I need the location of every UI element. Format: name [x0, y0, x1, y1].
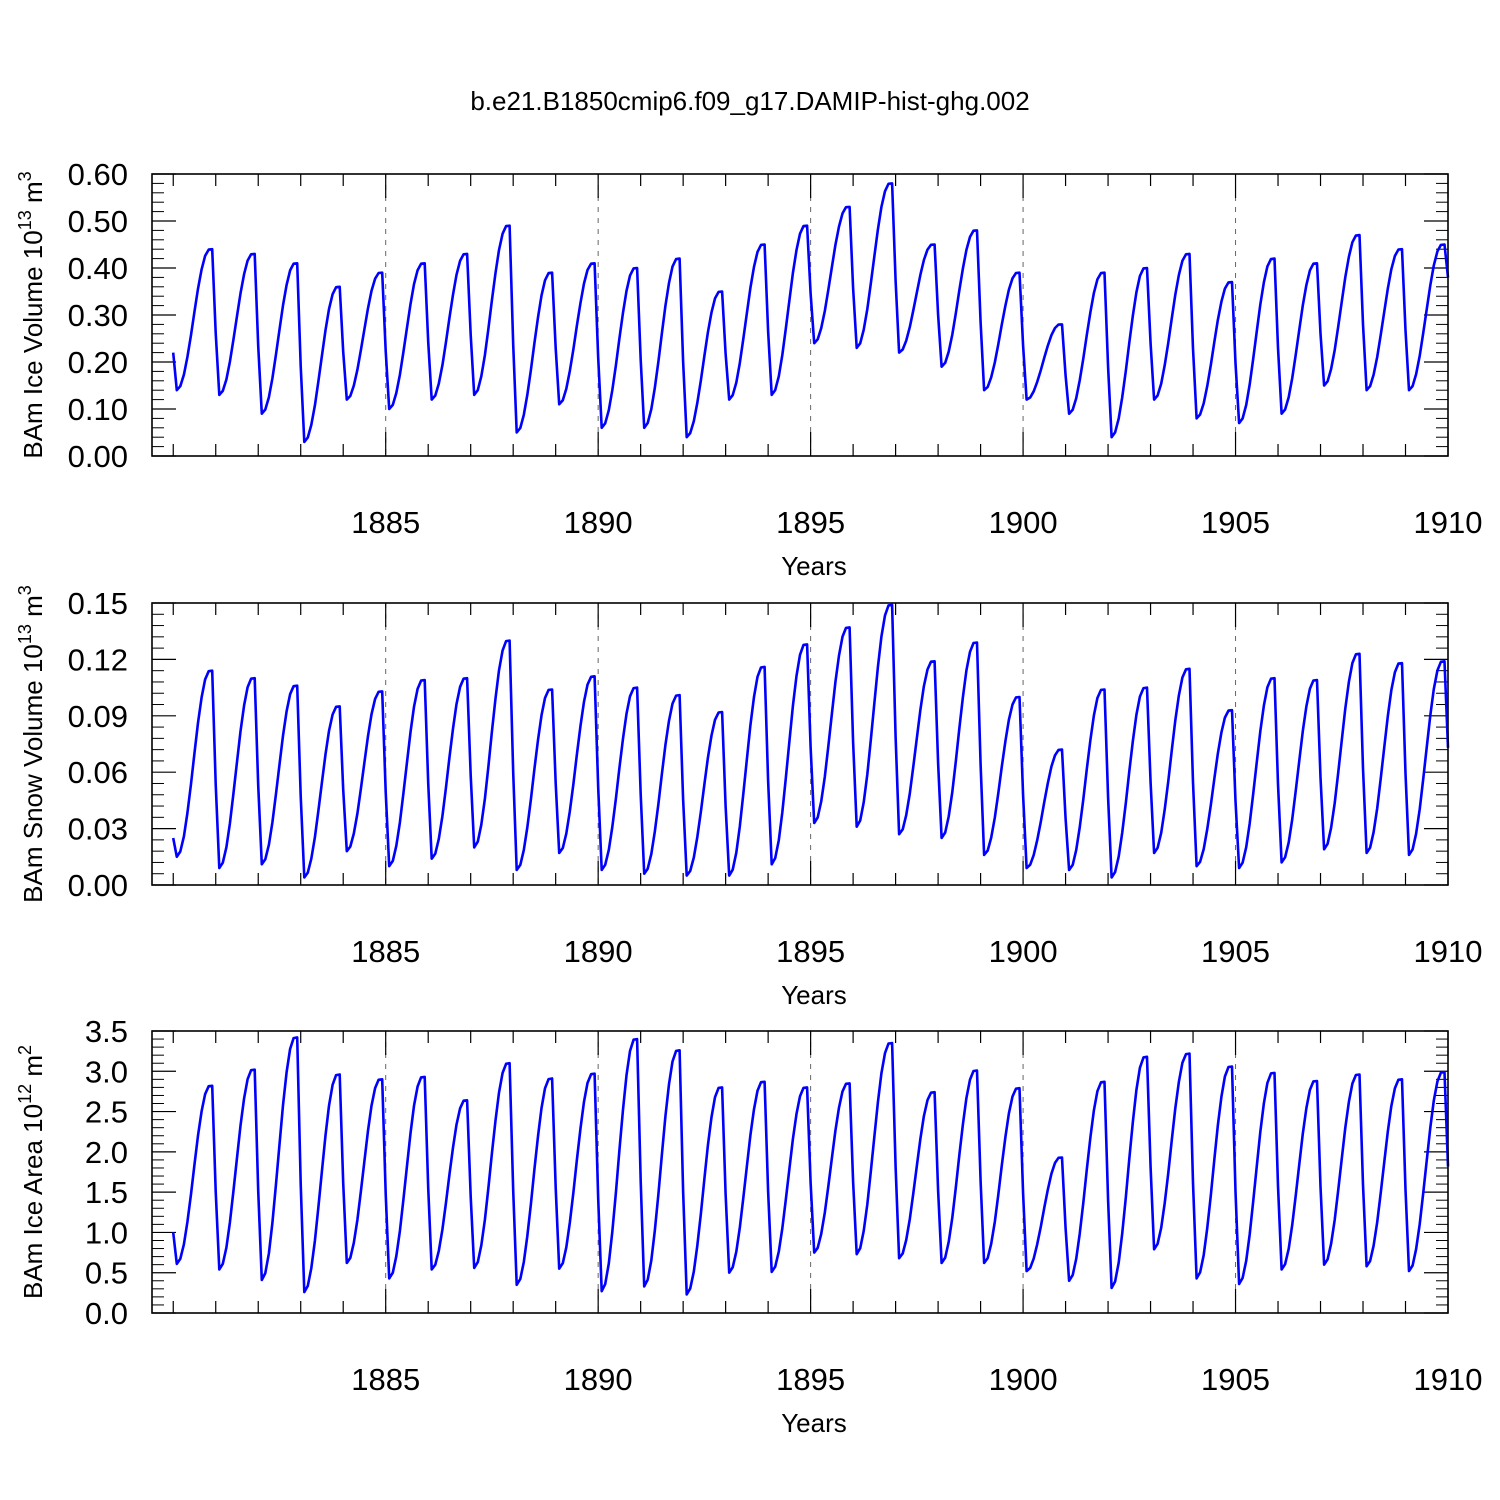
plot-frame [151, 602, 1449, 886]
y-tick-label: 0.06 [68, 755, 128, 790]
series-line [171, 182, 1450, 444]
y-tick-label: 0.40 [68, 251, 128, 286]
y-label-unit-exponent: 2 [15, 1045, 35, 1055]
y-tick-label: 0.20 [68, 345, 128, 380]
y-label-exponent: 13 [15, 624, 35, 644]
y-tick-label: 0.15 [68, 586, 128, 621]
y-tick-label: 0.10 [68, 392, 128, 427]
y-label-unit-exponent: 3 [15, 171, 35, 181]
x-tick-label: 1910 [1414, 1362, 1483, 1397]
chart-title: b.e21.B1850cmip6.f09_g17.DAMIP-hist-ghg.… [470, 86, 1029, 116]
y-label-unit-exponent: 3 [15, 585, 35, 595]
y-tick-label: 1.5 [85, 1175, 128, 1210]
y-tick-label: 0.00 [68, 439, 128, 474]
x-tick-label: 1900 [989, 1362, 1058, 1397]
y-tick-label: 0.50 [68, 204, 128, 239]
x-tick-label: 1890 [564, 505, 633, 540]
x-axis-label: Years [781, 980, 847, 1010]
x-tick-label: 1890 [564, 1362, 633, 1397]
y-axis-label: BAm Ice Volume 1013 m3 [15, 171, 48, 458]
y-label-unit: m [18, 181, 48, 210]
y-label-unit: m [18, 595, 48, 624]
y-tick-label: 3.5 [85, 1014, 128, 1049]
x-tick-label: 1910 [1414, 505, 1483, 540]
y-label-unit: m [18, 1055, 48, 1084]
x-tick-label: 1895 [776, 505, 845, 540]
panel-3: 0.0 0.5 1.0 1.5 2.0 2.5 3.0 3.5 1885 1890 1895 1900… [15, 1014, 1482, 1438]
x-tick-label: 1905 [1201, 934, 1270, 969]
y-tick-label: 1.0 [85, 1215, 128, 1250]
y-tick-label: 0.30 [68, 298, 128, 333]
x-tick-label: 1895 [776, 934, 845, 969]
y-label-text: BAm Ice Area 10 [18, 1104, 48, 1299]
x-axis-label: Years [781, 551, 847, 581]
y-tick-label: 0.09 [68, 699, 128, 734]
y-tick-label: 2.5 [85, 1095, 128, 1130]
y-tick-label: 3.0 [85, 1054, 128, 1089]
series-line [171, 603, 1450, 879]
x-tick-label: 1890 [564, 934, 633, 969]
series-line [171, 1036, 1450, 1296]
y-label-exponent: 12 [15, 1084, 35, 1104]
x-tick-label: 1900 [989, 934, 1058, 969]
y-label-text: BAm Ice Volume 10 [18, 230, 48, 458]
panel-2: 0.00 0.03 0.06 0.09 0.12 0.15 1885 1890 1895 1900… [15, 585, 1482, 1010]
y-tick-label: 0.00 [68, 868, 128, 903]
y-axis-label: BAm Snow Volume 1013 m3 [15, 585, 48, 903]
y-tick-label: 0.0 [85, 1296, 128, 1331]
x-axis-label: Years [781, 1408, 847, 1438]
x-tick-label: 1885 [351, 934, 420, 969]
x-tick-label: 1885 [351, 505, 420, 540]
y-tick-label: 2.0 [85, 1135, 128, 1170]
y-label-text: BAm Snow Volume 10 [18, 644, 48, 903]
y-label-exponent: 13 [15, 210, 35, 230]
x-tick-label: 1905 [1201, 505, 1270, 540]
y-tick-label: 0.03 [68, 812, 128, 847]
y-axis-label: BAm Ice Area 1012 m2 [15, 1045, 48, 1299]
x-tick-label: 1900 [989, 505, 1058, 540]
panels: 0.00 0.10 0.20 0.30 0.40 0.50 0.60 1885 1890 1895… [15, 157, 1482, 1438]
y-tick-label: 0.5 [85, 1256, 128, 1291]
y-tick-label: 0.60 [68, 157, 128, 192]
plot-frame [151, 173, 1449, 457]
x-tick-label: 1895 [776, 1362, 845, 1397]
x-tick-label: 1885 [351, 1362, 420, 1397]
panel-1: 0.00 0.10 0.20 0.30 0.40 0.50 0.60 1885 1890 1895… [15, 157, 1482, 581]
x-tick-label: 1910 [1414, 934, 1483, 969]
x-tick-label: 1905 [1201, 1362, 1270, 1397]
y-tick-label: 0.12 [68, 642, 128, 677]
plot-frame [151, 1030, 1449, 1314]
